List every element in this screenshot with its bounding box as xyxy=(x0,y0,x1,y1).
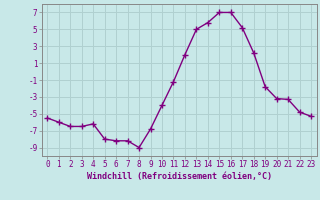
X-axis label: Windchill (Refroidissement éolien,°C): Windchill (Refroidissement éolien,°C) xyxy=(87,172,272,181)
